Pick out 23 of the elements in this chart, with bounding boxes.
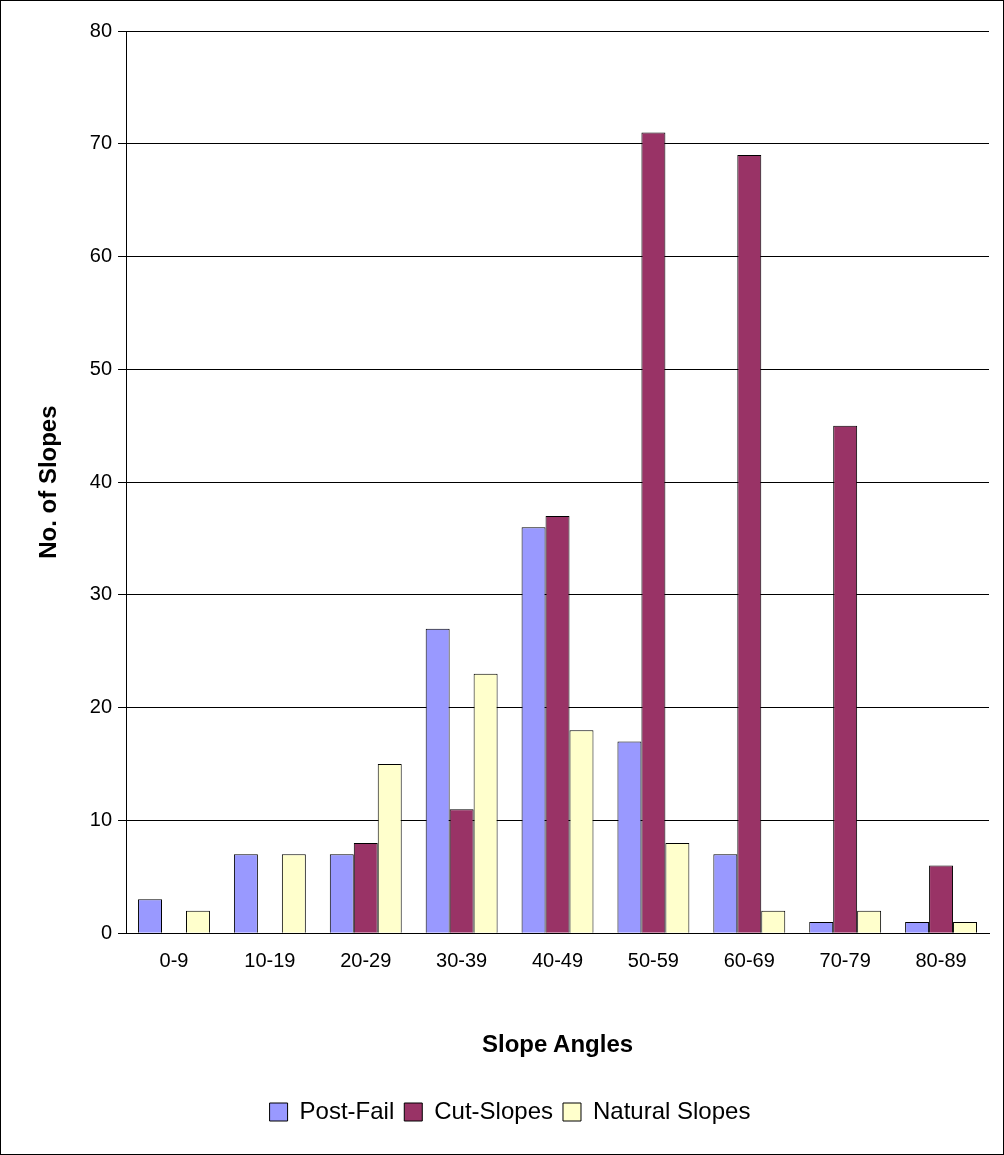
x-tick-label: 50-59 xyxy=(627,948,679,971)
x-axis-title: Slope Angles xyxy=(481,1030,634,1058)
legend-label: Cut-Slopes xyxy=(434,1096,554,1124)
x-tick-label: 70-79 xyxy=(819,948,871,971)
x-tick-label: 30-39 xyxy=(436,948,488,971)
y-tick-label: 70 xyxy=(89,131,113,154)
x-tick-label: 80-89 xyxy=(915,948,967,971)
x-tick-label: 0-9 xyxy=(159,948,189,971)
legend-label: Post-Fail xyxy=(299,1096,395,1124)
legend-label: Natural Slopes xyxy=(593,1096,751,1124)
y-tick-label: 0 xyxy=(100,920,113,943)
y-tick-label: 80 xyxy=(89,18,113,41)
x-tick-label: 20-29 xyxy=(340,948,392,971)
y-tick-label: 50 xyxy=(89,356,113,379)
y-tick-label: 40 xyxy=(89,469,113,492)
y-tick-label: 30 xyxy=(89,582,113,605)
x-tick-label: 40-49 xyxy=(531,948,584,971)
x-tick-label: 10-19 xyxy=(244,948,296,971)
y-tick-label: 60 xyxy=(89,244,113,267)
y-tick-label: 10 xyxy=(89,807,113,830)
x-tick-label: 60-69 xyxy=(723,948,775,971)
y-axis-title: No. of Slopes xyxy=(34,405,62,559)
y-tick-label: 20 xyxy=(89,695,113,718)
